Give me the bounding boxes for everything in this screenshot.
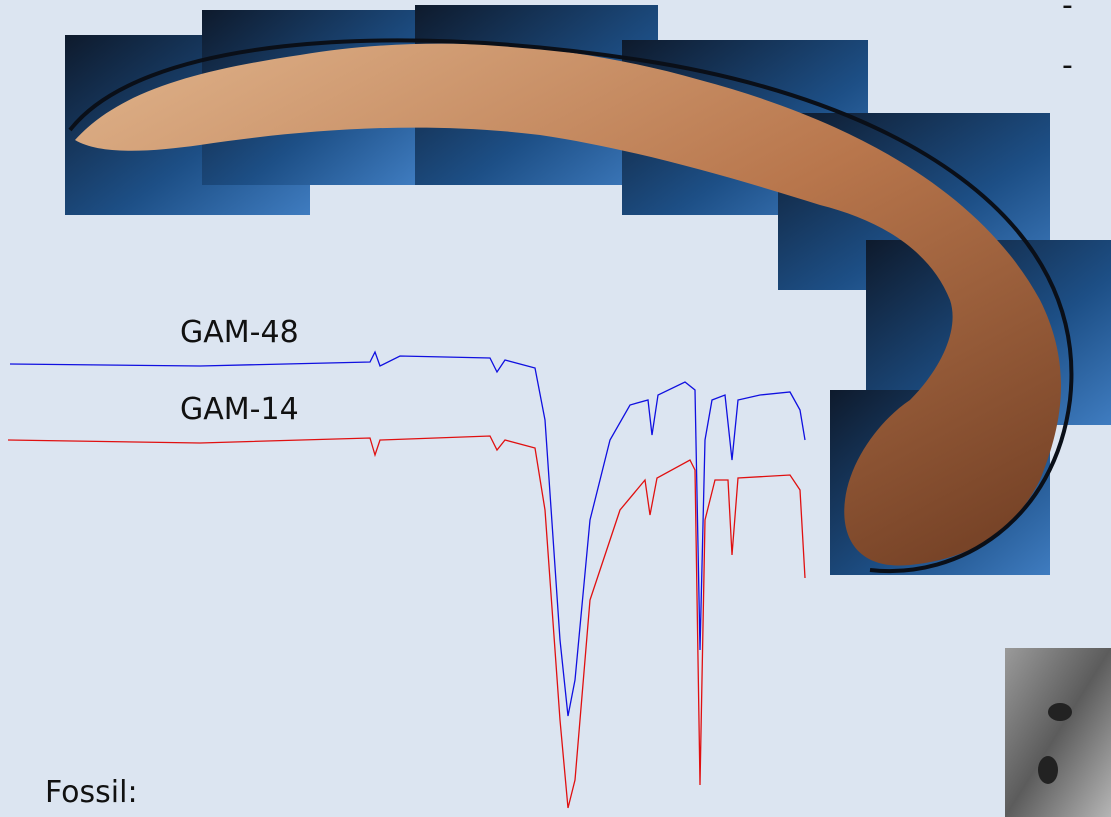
sem-image (1005, 648, 1111, 817)
shell-mosaic (65, 5, 1111, 575)
footer-text: Fossil: (45, 775, 138, 810)
slide-graphics (0, 0, 1111, 817)
spectrum-red (8, 436, 805, 808)
sem-pore (1038, 756, 1058, 784)
bullet: - (1062, 48, 1073, 83)
slide: GAM-48 GAM-14 - - Fossil: (0, 0, 1111, 817)
spectrum-label: GAM-48 (180, 315, 299, 350)
bullet: - (1062, 0, 1073, 23)
spectrum-blue (10, 352, 805, 716)
sem-pore (1048, 703, 1072, 721)
spectrum-label: GAM-14 (180, 392, 299, 427)
